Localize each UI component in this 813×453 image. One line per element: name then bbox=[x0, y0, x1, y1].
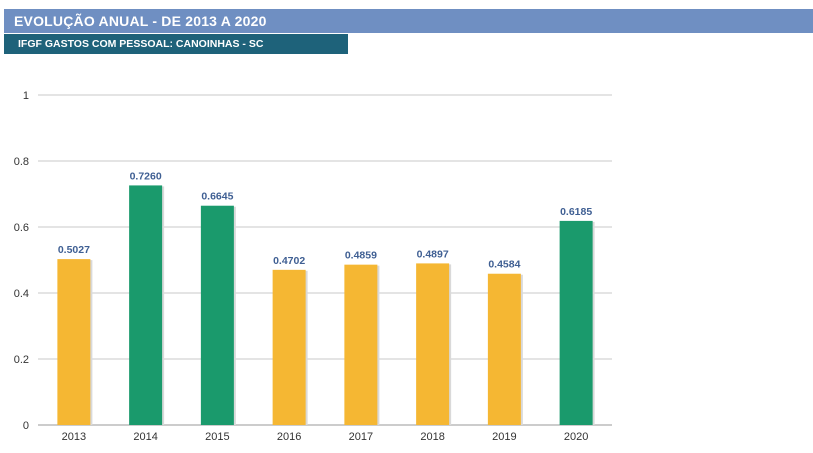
y-tick-label: 1 bbox=[23, 90, 29, 102]
bar-2016 bbox=[272, 269, 306, 425]
x-tick-label-2016: 2016 bbox=[277, 431, 301, 443]
y-axis-ticks: 0 0.2 0.4 0.6 0.8 1 bbox=[14, 90, 29, 432]
x-axis-ticks: 2013 2014 2015 2016 2017 2018 2019 2020 bbox=[62, 431, 589, 443]
bar-2017 bbox=[344, 264, 378, 425]
x-tick-label-2019: 2019 bbox=[492, 431, 516, 443]
x-tick-label-2017: 2017 bbox=[349, 431, 373, 443]
bar-2020 bbox=[559, 220, 593, 425]
value-labels: 0.5027 0.7260 0.6645 0.4702 0.4859 0.4897 0.45… bbox=[58, 170, 593, 270]
chart-subtitle: IFGF GASTOS COM PESSOAL: CANOINHAS - SC bbox=[4, 34, 348, 54]
value-label-2015: 0.6645 bbox=[201, 191, 233, 203]
x-tick-label-2020: 2020 bbox=[564, 431, 588, 443]
x-tick-label-2018: 2018 bbox=[420, 431, 444, 443]
bar-2013 bbox=[57, 259, 91, 425]
grid-lines bbox=[38, 94, 612, 426]
y-tick-label: 0.2 bbox=[14, 354, 29, 366]
value-label-2017: 0.4859 bbox=[345, 250, 377, 262]
bar-2015 bbox=[200, 205, 234, 425]
value-label-2020: 0.6185 bbox=[560, 206, 592, 218]
value-label-2016: 0.4702 bbox=[273, 255, 305, 267]
value-label-2013: 0.5027 bbox=[58, 244, 90, 256]
bars bbox=[57, 185, 595, 425]
x-tick-label-2013: 2013 bbox=[62, 431, 86, 443]
bar-2019 bbox=[487, 273, 521, 425]
x-tick-label-2014: 2014 bbox=[133, 431, 157, 443]
y-tick-label: 0.8 bbox=[14, 156, 29, 168]
value-label-2019: 0.4584 bbox=[488, 259, 520, 271]
y-tick-label: 0.6 bbox=[14, 222, 29, 234]
value-label-2018: 0.4897 bbox=[417, 248, 449, 260]
x-tick-label-2015: 2015 bbox=[205, 431, 229, 443]
y-tick-label: 0.4 bbox=[14, 288, 29, 300]
value-label-2014: 0.7260 bbox=[130, 170, 162, 182]
bar-2014 bbox=[129, 185, 163, 425]
bar-2018 bbox=[416, 263, 450, 425]
y-tick-label: 0 bbox=[23, 420, 29, 432]
chart-title: EVOLUÇÃO ANUAL - DE 2013 A 2020 bbox=[4, 9, 813, 33]
